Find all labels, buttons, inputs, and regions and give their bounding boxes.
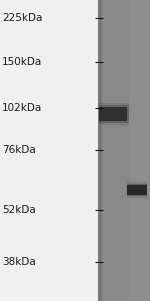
Bar	[129, 0, 150, 301]
Text: 150kDa: 150kDa	[2, 57, 42, 67]
Text: 38kDa: 38kDa	[2, 257, 36, 267]
Text: 102kDa: 102kDa	[2, 103, 42, 113]
Bar	[127, 185, 147, 195]
Text: 76kDa: 76kDa	[2, 145, 36, 155]
Bar	[98, 0, 150, 301]
Bar	[99, 105, 129, 123]
Bar	[99, 103, 129, 125]
Bar	[98, 0, 102, 301]
Bar	[99, 107, 127, 121]
Text: 225kDa: 225kDa	[2, 13, 42, 23]
Text: 52kDa: 52kDa	[2, 205, 36, 215]
Bar	[127, 184, 147, 196]
Bar	[127, 182, 147, 198]
